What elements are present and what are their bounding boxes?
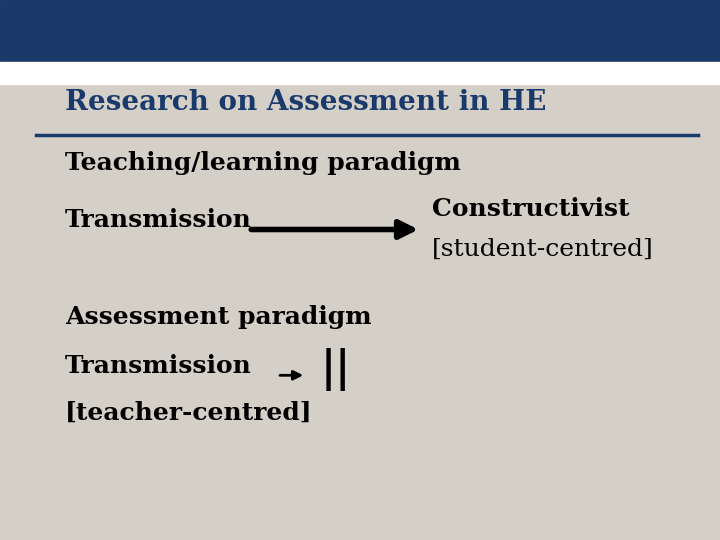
- Text: Transmission: Transmission: [65, 208, 252, 232]
- Text: University of
Strathclyde: University of Strathclyde: [624, 39, 688, 59]
- Bar: [0, 62, 720, 84]
- Text: ||: ||: [320, 348, 351, 392]
- Bar: [0, 0, 720, 62]
- Text: Transmission: Transmission: [65, 354, 252, 377]
- Text: Research on Assessment in HE: Research on Assessment in HE: [65, 89, 546, 116]
- Text: Teaching/learning paradigm: Teaching/learning paradigm: [65, 151, 461, 175]
- Text: [student-centred]: [student-centred]: [432, 238, 654, 261]
- Text: [teacher-centred]: [teacher-centred]: [65, 401, 312, 424]
- Text: Assessment paradigm: Assessment paradigm: [65, 305, 372, 329]
- Text: Constructivist: Constructivist: [432, 197, 629, 221]
